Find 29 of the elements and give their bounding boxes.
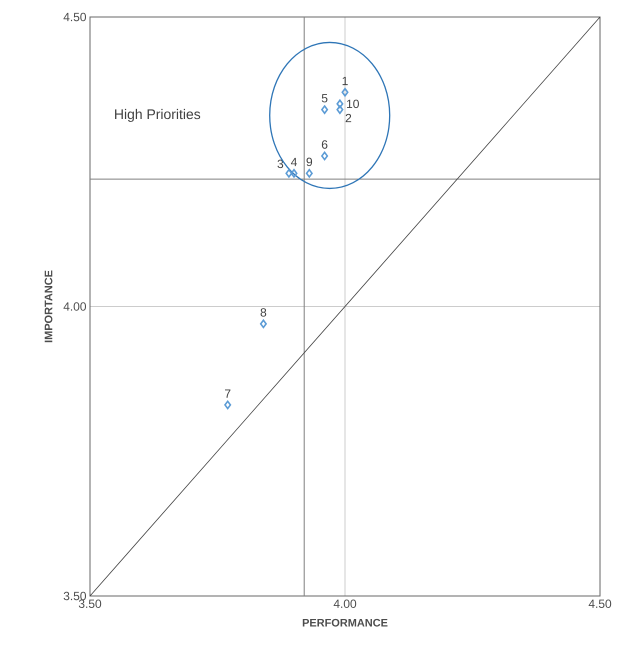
annotation: High Priorities — [115, 108, 200, 122]
y-tick-label: 4.50 — [63, 12, 86, 22]
point — [290, 168, 298, 178]
x-axis-title: PERFORMANCE — [302, 618, 388, 627]
x-tick-label: 4.50 — [588, 600, 612, 608]
annotation: 7 — [224, 390, 230, 398]
x-tick-label: 4.00 — [334, 600, 356, 608]
point — [306, 168, 313, 178]
annotation: 2 — [346, 114, 352, 122]
annotation: 6 — [322, 140, 328, 149]
y-tick-label: 3.50 — [64, 592, 86, 600]
point — [224, 400, 232, 410]
point — [321, 105, 328, 114]
annotation: 10 — [347, 100, 359, 108]
y-tick-label: 4.00 — [63, 302, 86, 311]
annotation: 4 — [290, 158, 297, 166]
point — [260, 319, 267, 328]
point — [285, 168, 292, 178]
annotation: 1 — [342, 76, 348, 86]
annotation: 9 — [306, 158, 312, 166]
point — [321, 152, 328, 160]
annotation: 3 — [278, 160, 284, 168]
x-tick-label: 3.50 — [78, 600, 102, 608]
annotation: 8 — [260, 308, 266, 317]
point — [336, 105, 344, 114]
point — [336, 99, 344, 108]
y-axis-title: IMPORTANCE — [44, 270, 52, 342]
annotation: 5 — [322, 94, 328, 102]
point — [342, 88, 349, 97]
